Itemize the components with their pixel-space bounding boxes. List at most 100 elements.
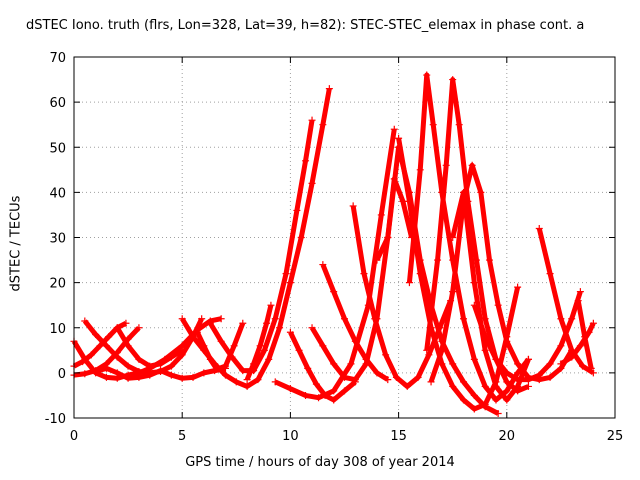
data-point (399, 197, 407, 205)
y-tick-label: 10 (49, 322, 66, 337)
data-point (503, 337, 511, 345)
data-markers (70, 71, 597, 417)
data-point (390, 125, 398, 133)
data-point (319, 261, 327, 269)
data-point (254, 376, 262, 384)
data-point (449, 76, 457, 84)
data-point (373, 256, 381, 264)
data-point (492, 355, 500, 363)
data-point (271, 378, 279, 386)
data-series (423, 76, 532, 395)
data-point (167, 362, 175, 370)
data-point (178, 374, 186, 382)
data-point (217, 337, 225, 345)
data-point (429, 121, 437, 129)
x-tick-label: 20 (499, 429, 516, 444)
data-point (460, 396, 468, 404)
data-point (514, 283, 522, 291)
data-point (178, 346, 186, 354)
data-point (503, 396, 511, 404)
x-tick-label: 5 (178, 429, 186, 444)
data-point (105, 333, 113, 341)
data-point (178, 315, 186, 323)
x-tick-label: 25 (607, 429, 624, 444)
series-line (374, 144, 500, 416)
data-point (503, 369, 511, 377)
axis-ticks: 0 5 10 15 20 25 -10 0 10 20 30 40 50 60 70 (45, 51, 624, 444)
data-point (113, 349, 121, 357)
data-point (92, 368, 100, 376)
y-tick-label: 60 (49, 96, 66, 111)
data-point (330, 360, 338, 368)
data-point (481, 333, 489, 341)
data-point (135, 373, 143, 381)
data-point (384, 376, 392, 384)
data-point (377, 211, 385, 219)
data-point (198, 315, 206, 323)
data-point (319, 342, 327, 350)
data-point (481, 400, 489, 408)
data-point (373, 369, 381, 377)
data-point (304, 364, 312, 372)
data-point (449, 382, 457, 390)
data-series (206, 116, 316, 375)
series-line (424, 77, 530, 394)
data-point (349, 202, 357, 210)
data-point (414, 373, 422, 381)
data-point (243, 382, 251, 390)
data-point (449, 360, 457, 368)
data-point (206, 319, 214, 327)
data-point (574, 297, 582, 305)
data-point (286, 385, 294, 393)
data-point (503, 387, 511, 395)
data-point (494, 301, 502, 309)
data-point (535, 224, 543, 232)
data-point (124, 362, 132, 370)
data-point (267, 301, 275, 309)
data-point (330, 396, 338, 404)
data-point (351, 337, 359, 345)
data-point (460, 378, 468, 386)
data-point (325, 85, 333, 93)
data-point (206, 355, 214, 363)
data-point (265, 355, 273, 363)
data-point (341, 387, 348, 395)
data-point (470, 279, 478, 287)
y-tick-label: 30 (49, 232, 66, 247)
data-point (468, 161, 476, 169)
data-point (167, 353, 175, 361)
data-point (427, 378, 435, 386)
data-point (308, 179, 316, 187)
data-point (423, 346, 431, 354)
data-point (200, 369, 208, 377)
data-point (239, 319, 247, 327)
data-point (282, 270, 290, 278)
data-point (302, 391, 310, 399)
data-point (524, 355, 532, 363)
data-point (113, 324, 121, 332)
data-point (546, 373, 554, 381)
series-line (288, 331, 357, 403)
data-point (557, 342, 565, 350)
y-tick-label: 50 (49, 141, 66, 156)
x-tick-label: 15 (390, 429, 407, 444)
y-tick-label: 20 (49, 277, 66, 292)
x-tick-label: 10 (282, 429, 299, 444)
data-point (200, 342, 208, 350)
data-point (568, 315, 576, 323)
data-point (157, 367, 165, 375)
data-point (481, 346, 489, 354)
data-point (524, 376, 532, 384)
data-point (230, 342, 238, 350)
data-point (146, 371, 154, 379)
data-point (485, 256, 493, 264)
data-point (546, 360, 554, 368)
data-point (122, 319, 130, 327)
data-series (193, 319, 247, 373)
data-point (135, 355, 143, 363)
data-series (92, 364, 229, 382)
data-point (403, 382, 411, 390)
data-point (589, 319, 597, 327)
y-tick-label: -10 (45, 412, 66, 427)
